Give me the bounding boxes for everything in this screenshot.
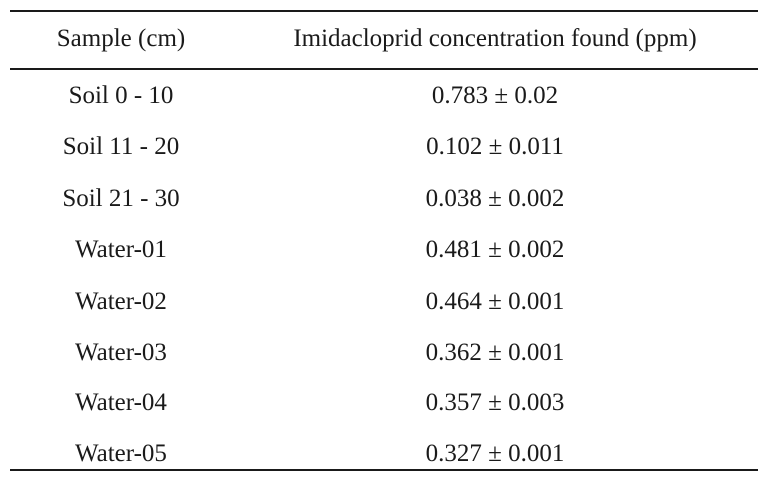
table-row: Soil 21 - 30 0.038 ± 0.002 xyxy=(10,173,758,224)
table-row: Soil 0 - 10 0.783 ± 0.02 xyxy=(10,70,758,121)
concentration-cell: 0.783 ± 0.02 xyxy=(431,81,559,109)
table-row: Water-02 0.464 ± 0.001 xyxy=(10,276,758,327)
table-header-row: Sample (cm) Imidacloprid concentration f… xyxy=(10,14,758,64)
concentration-cell: 0.464 ± 0.001 xyxy=(425,287,565,315)
concentration-cell: 0.327 ± 0.001 xyxy=(425,439,565,467)
concentration-cell: 0.038 ± 0.002 xyxy=(425,184,565,212)
sample-cell: Water-03 xyxy=(75,338,167,366)
table-row: Water-05 0.327 ± 0.001 xyxy=(10,428,758,479)
concentration-cell: 0.481 ± 0.002 xyxy=(425,235,565,263)
header-concentration: Imidacloprid concentration found (ppm) xyxy=(293,25,697,52)
table-bottom-rule xyxy=(10,469,758,471)
sample-cell: Soil 11 - 20 xyxy=(62,132,180,160)
sample-cell: Water-01 xyxy=(75,235,167,263)
sample-cell: Water-05 xyxy=(75,439,167,467)
sample-cell: Soil 0 - 10 xyxy=(68,81,174,109)
concentration-cell: 0.362 ± 0.001 xyxy=(425,338,565,366)
concentration-cell: 0.102 ± 0.011 xyxy=(426,132,564,160)
sample-cell: Soil 21 - 30 xyxy=(62,184,180,212)
table-row: Water-03 0.362 ± 0.001 xyxy=(10,327,758,378)
table-top-rule xyxy=(10,10,758,12)
table-row: Soil 11 - 20 0.102 ± 0.011 xyxy=(10,121,758,172)
table-row: Water-04 0.357 ± 0.003 xyxy=(10,377,758,428)
header-sample: Sample (cm) xyxy=(56,25,186,52)
table-header-rule xyxy=(10,68,758,70)
table-row: Water-01 0.481 ± 0.002 xyxy=(10,224,758,275)
sample-cell: Water-02 xyxy=(75,287,167,315)
concentration-cell: 0.357 ± 0.003 xyxy=(425,388,565,416)
sample-cell: Water-04 xyxy=(75,388,167,416)
